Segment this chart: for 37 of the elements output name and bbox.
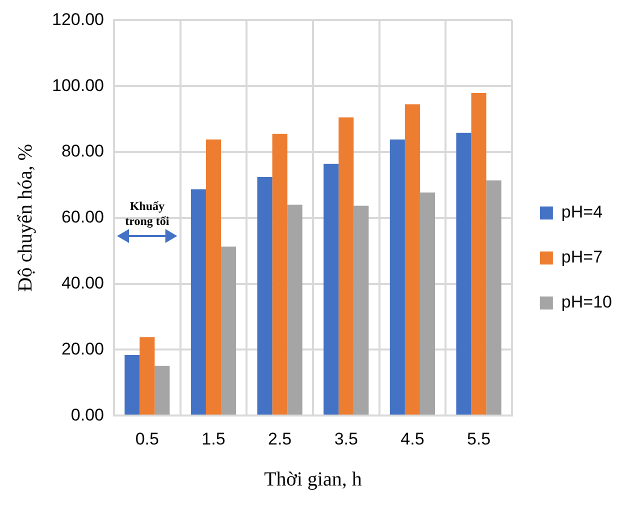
bar (257, 177, 272, 415)
y-tick-label: 20.00 (61, 339, 104, 358)
y-tick-label: 120.00 (52, 10, 104, 29)
bar (220, 246, 236, 415)
x-axis-title: Thời gian, h (264, 468, 362, 490)
x-tick-label: 1.5 (202, 429, 226, 448)
y-tick-label: 60.00 (61, 208, 104, 227)
legend-label: pH=4 (561, 202, 603, 222)
bar (420, 192, 435, 415)
bar (390, 139, 405, 415)
y-tick-label: 100.00 (52, 76, 104, 95)
bar (190, 189, 206, 415)
legend-label: pH=7 (561, 248, 603, 267)
y-axis-title: Độ chuyển hóa, % (14, 144, 36, 292)
x-tick-label: 3.5 (334, 429, 358, 448)
x-tick-label: 4.5 (400, 429, 424, 448)
bar (338, 117, 354, 415)
bar (206, 139, 221, 415)
bar (287, 204, 302, 415)
y-tick-label: 40.00 (61, 273, 104, 292)
bar (471, 93, 486, 415)
bar (140, 337, 155, 415)
x-tick-label: 2.5 (268, 429, 292, 448)
bar (486, 180, 502, 415)
bar (404, 104, 420, 415)
y-tick-label: 0.00 (70, 405, 104, 424)
bar (272, 134, 288, 415)
x-tick-label: 5.5 (466, 429, 491, 448)
y-tick-label: 80.00 (61, 142, 104, 161)
x-tick-label: 0.5 (135, 429, 159, 448)
bar (124, 354, 140, 415)
legend-label: pH=10 (561, 292, 612, 312)
annotation: Khuấy trong tối (125, 199, 170, 228)
bar (154, 366, 170, 415)
bar (354, 206, 369, 415)
bar (324, 164, 339, 415)
bar (456, 132, 472, 415)
